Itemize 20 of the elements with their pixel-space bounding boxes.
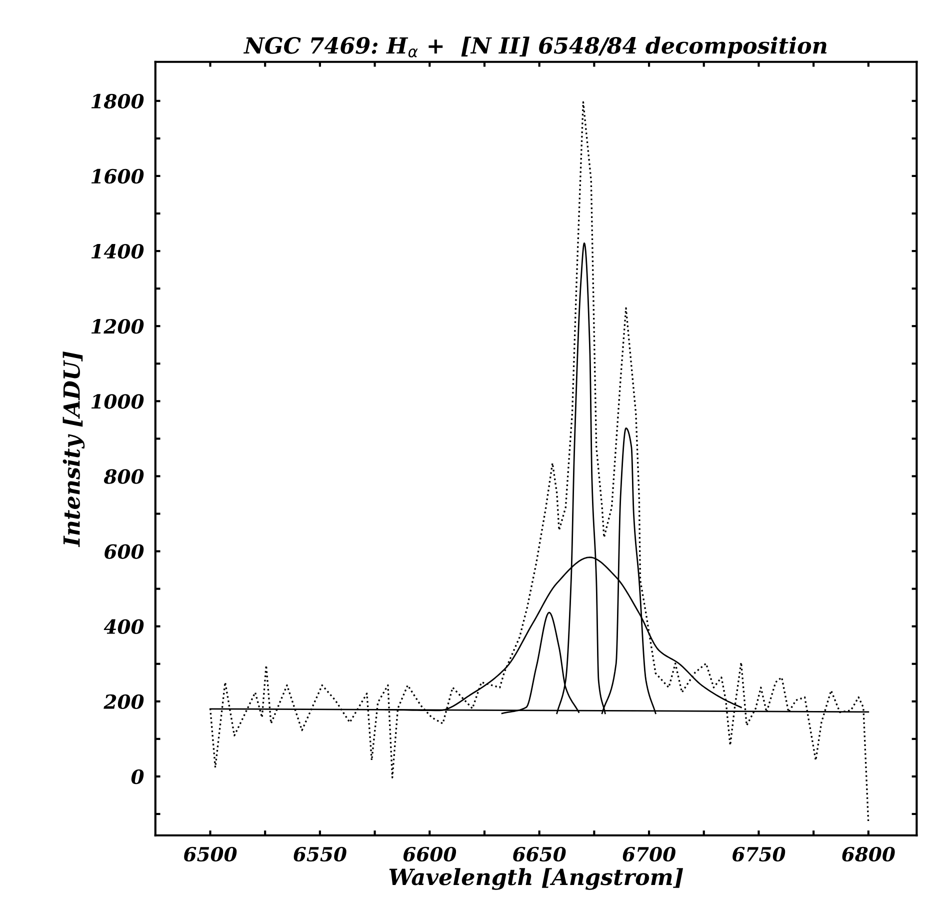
y-tick-label: 1200 [91, 319, 144, 334]
x-axis-title: Wavelength [Angstrom] [389, 868, 684, 890]
x-tick-label: 6500 [184, 846, 237, 862]
y-tick-label: 800 [104, 469, 144, 484]
chart-title: NGC 7469: H$_{α}$ + [N II] 6548/84 decomposition [243, 36, 827, 58]
y-tick-label: 1600 [91, 168, 144, 184]
y-tick-label: 1800 [91, 94, 144, 109]
x-tick-label: 6650 [513, 846, 566, 862]
y-tick-label: 1000 [91, 394, 144, 409]
x-tick-label: 6700 [622, 846, 676, 862]
y-tick-label: 0 [131, 769, 144, 784]
y-axis-title: Intensity [ADU] [62, 352, 85, 548]
x-tick-label: 6750 [732, 846, 786, 862]
x-tick-label: 6550 [294, 846, 346, 862]
y-tick-label: 600 [104, 544, 144, 559]
x-tick-label: 6600 [403, 846, 456, 862]
y-tick-label: 1400 [91, 244, 144, 259]
y-tick-label: 400 [104, 619, 144, 634]
y-tick-label: 200 [104, 694, 144, 710]
x-tick-label: 6800 [842, 846, 895, 862]
